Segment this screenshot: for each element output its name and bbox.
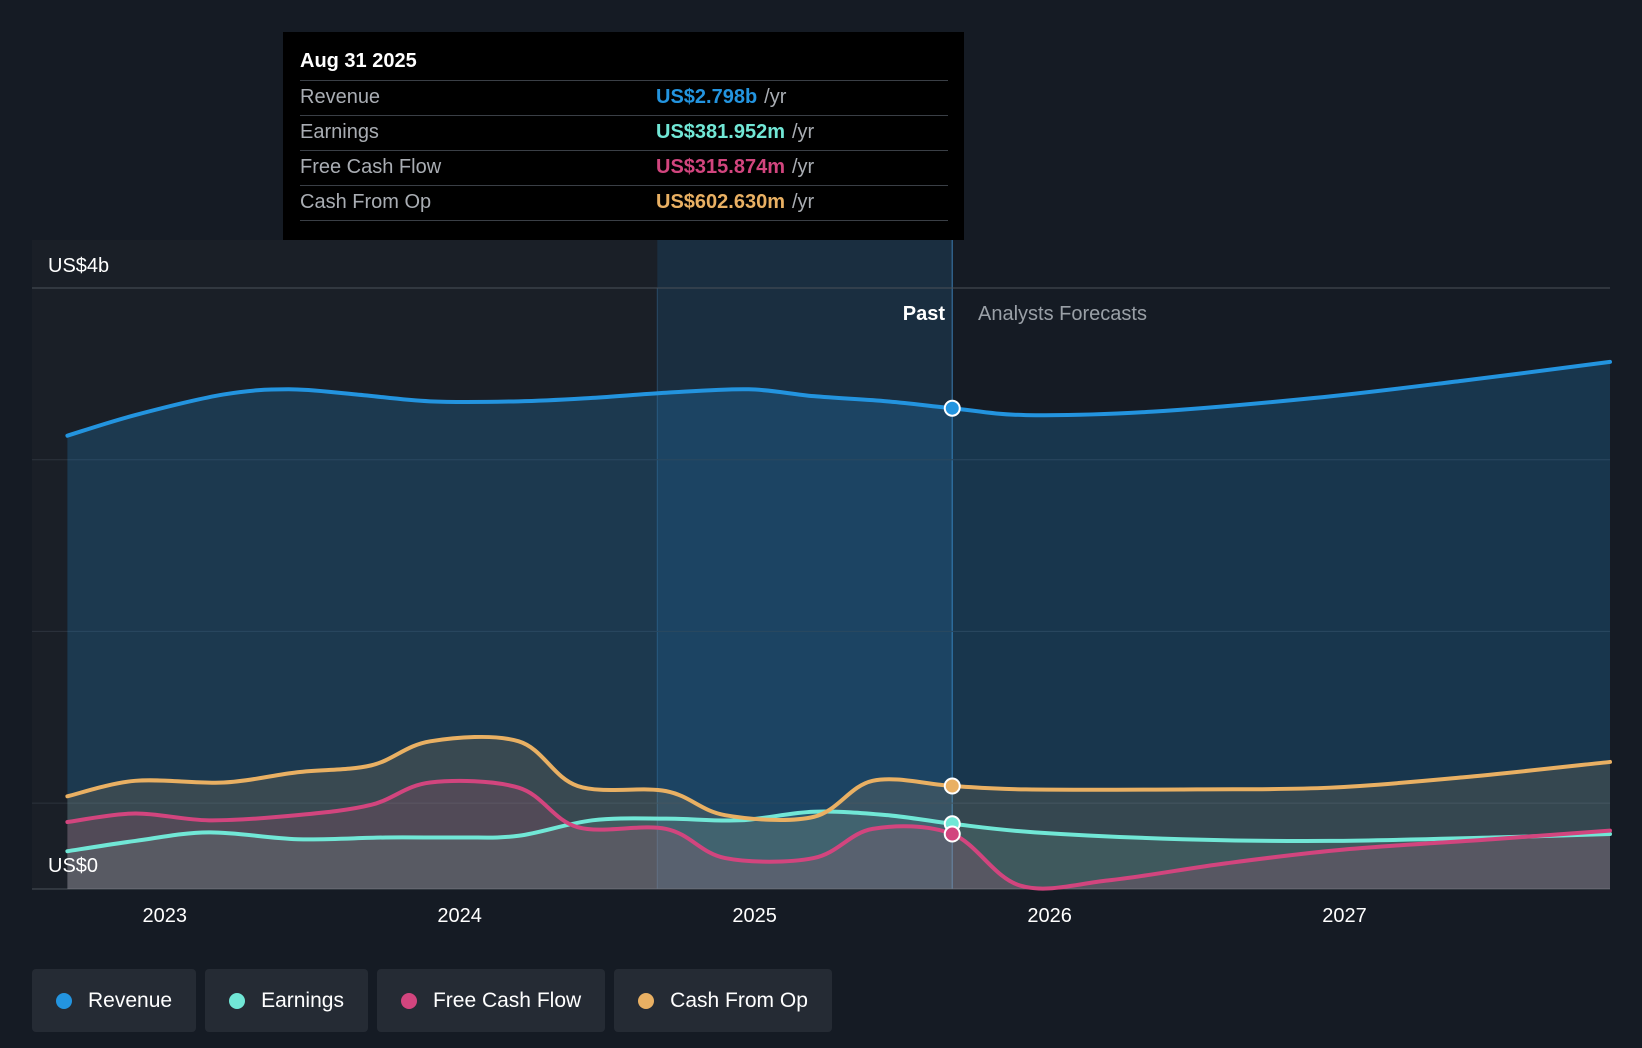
y-axis-top-label: US$4b — [48, 255, 109, 277]
earnings-dot-icon — [229, 992, 246, 1009]
earnings-line — [65, 809, 1612, 854]
free-cash-flow-area — [67, 780, 1610, 889]
cash-from-op-dot-icon — [638, 992, 655, 1009]
tooltip-date: Aug 31 2025 — [300, 50, 417, 72]
x-tick-label: 2024 — [437, 905, 482, 927]
legend-item-cash-from-op[interactable]: Cash From Op — [614, 969, 832, 1032]
grid-lines — [32, 287, 1610, 890]
tooltip-value: US$2.798b — [656, 86, 758, 108]
tooltip-label: Cash From Op — [300, 191, 432, 213]
revenue-area — [67, 361, 1610, 889]
chart-legend: Revenue Earnings Free Cash Flow Cash Fro… — [32, 969, 832, 1032]
tooltip-row-free-cash-flow: Free Cash Flow US$315.874m /yr — [300, 150, 948, 185]
legend-label: Cash From Op — [670, 988, 808, 1012]
cash-from-op-line — [65, 734, 1612, 822]
free-cash-flow-line — [65, 778, 1612, 891]
tooltip-unit: /yr — [791, 191, 815, 213]
tooltip-row-earnings: Earnings US$381.952m /yr — [300, 115, 948, 150]
tooltip-value: US$602.630m — [656, 191, 785, 213]
revenue-dot-icon — [56, 992, 72, 1009]
tooltip-unit: /yr — [791, 121, 815, 143]
x-tick-label: 2026 — [1027, 905, 1072, 927]
x-tick-label: 2027 — [1322, 905, 1367, 927]
legend-item-revenue[interactable]: Revenue — [32, 969, 197, 1032]
series-lines — [65, 359, 1612, 891]
earnings-area — [67, 811, 1610, 889]
tooltip-label: Earnings — [300, 121, 379, 143]
free-cash-flow-dot-icon — [400, 992, 417, 1009]
revenue-marker — [943, 399, 961, 417]
tooltip-label: Revenue — [300, 86, 381, 108]
x-tick-label: 2025 — [732, 905, 777, 927]
tooltip-unit: /yr — [791, 156, 815, 178]
cash-from-op-marker — [943, 777, 961, 795]
tooltip-value: US$315.874m — [656, 156, 785, 178]
tooltip-row-cash-from-op: Cash From Op US$602.630m /yr — [300, 185, 948, 221]
tooltip-row-revenue: Revenue US$2.798b /yr — [300, 80, 948, 115]
legend-item-earnings[interactable]: Earnings — [205, 969, 368, 1032]
forecast-label: Analysts Forecasts — [978, 303, 1147, 325]
revenue-line — [65, 359, 1612, 438]
tooltip-label: Free Cash Flow — [300, 156, 442, 178]
series-markers — [943, 399, 961, 843]
x-tick-label: 2023 — [142, 905, 187, 927]
tooltip-value: US$381.952m — [656, 121, 785, 143]
free-cash-flow-marker — [943, 825, 961, 843]
axis-labels: US$4b US$0 Past Analysts Forecasts 2023 2… — [48, 255, 1367, 927]
legend-item-free-cash-flow[interactable]: Free Cash Flow — [376, 969, 606, 1032]
data-tooltip: Aug 31 2025 Revenue US$2.798b /yr Earnin… — [283, 32, 964, 240]
y-axis-bottom-label: US$0 — [48, 855, 98, 877]
legend-label: Free Cash Flow — [432, 988, 582, 1012]
past-label: Past — [903, 303, 946, 325]
tooltip-unit: /yr — [764, 86, 787, 108]
legend-label: Revenue — [88, 988, 173, 1012]
legend-label: Earnings — [261, 988, 344, 1012]
